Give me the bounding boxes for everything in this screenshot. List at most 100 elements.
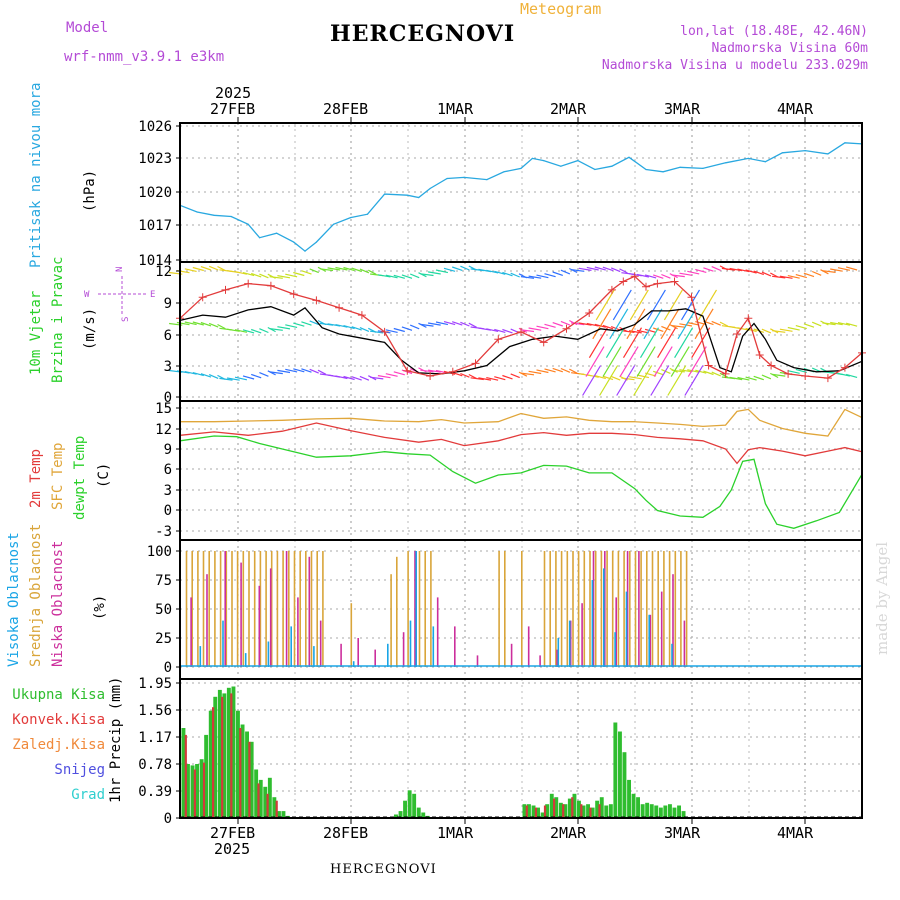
top-date-label: 2MAR bbox=[550, 100, 587, 118]
precip-total-bar bbox=[263, 786, 268, 818]
wind-arrow-upper bbox=[721, 267, 736, 271]
wind-arrow-upper bbox=[200, 266, 212, 271]
bottom-date-label: 2MAR bbox=[550, 824, 587, 842]
wind-arrow-steep bbox=[602, 346, 622, 377]
pressure-point bbox=[611, 165, 613, 167]
precip-total-bar bbox=[590, 807, 595, 818]
pressure-point bbox=[418, 196, 420, 199]
wind-arrow-upper bbox=[594, 266, 606, 271]
wind-gust-marker bbox=[244, 279, 253, 288]
wind-arrow-steep bbox=[684, 365, 704, 396]
precip-total-bar bbox=[199, 759, 204, 818]
precip-total-bar bbox=[416, 807, 421, 818]
wind-gust-marker bbox=[801, 372, 810, 380]
precip-total-bar bbox=[536, 807, 540, 818]
wind-arrow-lower bbox=[470, 377, 484, 381]
precip-total-bar bbox=[527, 804, 531, 818]
ytick-label-2-6: -3 bbox=[155, 524, 172, 540]
wind-arrow-mid bbox=[711, 320, 721, 326]
pressure-point bbox=[293, 241, 295, 243]
mid-cloud-bar bbox=[310, 551, 313, 667]
pressure-point bbox=[764, 161, 767, 163]
wind-gust-marker bbox=[687, 293, 696, 302]
precip-total-bar bbox=[403, 800, 407, 818]
precip-conv-bar bbox=[580, 804, 583, 818]
wind-arrow-upper bbox=[703, 267, 714, 272]
pressure-point bbox=[503, 171, 505, 173]
wind-arrow-upper bbox=[293, 271, 305, 277]
precip-total-bar bbox=[672, 807, 677, 818]
precip-total-bar bbox=[213, 696, 218, 818]
mid-cloud-bar bbox=[390, 574, 392, 667]
pressure-point bbox=[366, 213, 369, 215]
wind-arrow-lower bbox=[277, 369, 291, 374]
wind-arrow-upper bbox=[460, 265, 470, 271]
pressure-point bbox=[276, 232, 278, 234]
wind-arrow-steep bbox=[646, 289, 666, 321]
ytick-label-3-2: 50 bbox=[155, 602, 172, 618]
pressure-point bbox=[804, 150, 806, 152]
precip-total-bar bbox=[563, 804, 568, 818]
wind-arrow-lower bbox=[285, 368, 298, 373]
model-elevation: Nadmorska Visina u modelu 233.029m bbox=[601, 58, 868, 73]
precip-conv-bar bbox=[230, 693, 233, 818]
wind-arrow-lower bbox=[242, 375, 255, 380]
wind-arrow-upper bbox=[259, 273, 269, 279]
ytick-label-4-4: 0.39 bbox=[138, 784, 172, 800]
wind-arrow-lower bbox=[393, 371, 405, 376]
wind-arrow-lower bbox=[301, 368, 312, 373]
precip-total-bar bbox=[595, 800, 600, 818]
precip-conv-bar bbox=[571, 797, 574, 818]
mid-cloud-bar bbox=[231, 551, 233, 667]
pressure-point bbox=[781, 152, 784, 154]
wind-arrow-upper bbox=[830, 268, 843, 272]
ytick-label-3-1: 75 bbox=[155, 573, 172, 589]
mid-cloud-bar bbox=[680, 551, 682, 667]
pressure-point bbox=[628, 156, 630, 158]
low-cloud-bar bbox=[672, 574, 674, 667]
wind-arrow-upper bbox=[560, 269, 571, 275]
wind-arrow-lower bbox=[226, 377, 240, 381]
wind-gust-marker bbox=[585, 309, 594, 317]
low-cloud-bar bbox=[604, 551, 606, 667]
precip-total-bar bbox=[412, 793, 417, 818]
wind-arrow-lower bbox=[460, 372, 470, 378]
wind-arrow-lower bbox=[544, 368, 556, 373]
wind-arrow-mid bbox=[602, 324, 614, 330]
bottom-date-label: 27FEB bbox=[210, 824, 256, 842]
page-title: HERCEGNOVI bbox=[330, 21, 516, 47]
wind-arrow-lower bbox=[552, 367, 563, 373]
precip-total-bar bbox=[398, 811, 403, 818]
wind-arrow-lower bbox=[184, 371, 197, 375]
ytick-label-2-0: 15 bbox=[155, 401, 172, 417]
wind-arrow-upper bbox=[753, 270, 764, 276]
ytick-label-1-3: 3 bbox=[164, 359, 172, 375]
wind-arrow-lower bbox=[653, 370, 664, 376]
wind-arrow-mid bbox=[528, 327, 542, 331]
wind-arrow-upper bbox=[803, 272, 815, 278]
ytick-label-0-1: 1023 bbox=[138, 151, 172, 167]
wind-arrow-lower bbox=[385, 373, 398, 377]
low-cloud-bar bbox=[319, 620, 322, 667]
precip-conv-bar bbox=[248, 741, 251, 818]
mid-cloud-bar bbox=[219, 551, 222, 667]
pressure-point bbox=[486, 179, 488, 181]
bottom-date-label: 3MAR bbox=[664, 824, 701, 842]
wind-arrow-upper bbox=[811, 270, 822, 276]
wind-arrow-upper bbox=[729, 267, 743, 272]
precip-total-bar bbox=[258, 779, 263, 818]
wind-arrow-upper bbox=[822, 270, 836, 273]
mid-cloud-bar bbox=[265, 551, 267, 667]
precip-total-bar bbox=[186, 764, 190, 818]
wind-arrow-lower bbox=[695, 369, 707, 374]
low-cloud-bar bbox=[649, 614, 652, 667]
wind-arrow-lower bbox=[711, 371, 721, 377]
wind-arrow-mid bbox=[552, 322, 563, 327]
precip-total-bar bbox=[208, 710, 213, 818]
wind-arrow-lower bbox=[629, 376, 642, 380]
precip-conv-bar bbox=[553, 798, 556, 818]
wind-arrow-upper bbox=[569, 267, 578, 274]
wind-arrow-steep bbox=[619, 346, 639, 377]
wind-arrow-mid bbox=[830, 321, 843, 326]
wind-arrow-steep bbox=[663, 289, 683, 321]
